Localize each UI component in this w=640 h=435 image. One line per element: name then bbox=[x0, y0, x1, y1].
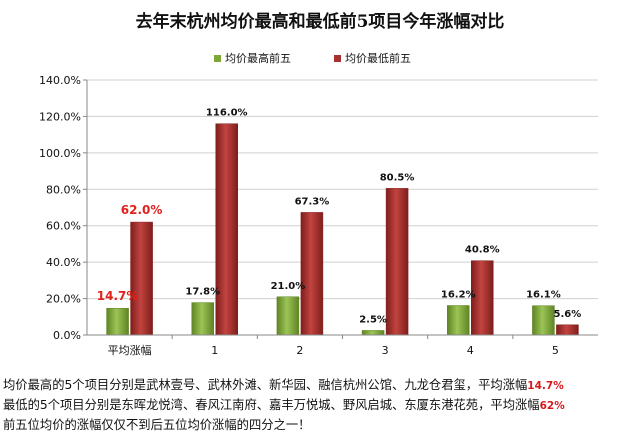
y-tick-label: 100.0% bbox=[39, 147, 81, 160]
bar-0-2 bbox=[276, 296, 300, 336]
caption-line-2-value: 62% bbox=[539, 400, 565, 412]
data-labels: 14.7% 62.0% 17.8% 116.0% 21.0% 67.3% 2.5% 80.5%… bbox=[97, 108, 582, 326]
bar-0-1 bbox=[191, 302, 214, 336]
bar-0-5 bbox=[532, 305, 555, 336]
legend-swatch-0 bbox=[214, 55, 221, 62]
data-label-1-5: 5.6% bbox=[554, 309, 582, 320]
bar-1-3 bbox=[385, 188, 409, 336]
caption-line-1-value: 14.7% bbox=[527, 380, 564, 392]
x-tick-label: 5 bbox=[552, 344, 559, 357]
data-label-1-2: 67.3% bbox=[295, 196, 330, 207]
bars bbox=[106, 123, 579, 336]
chart-title: 去年末杭州均价最高和最低前5项目今年涨幅对比 bbox=[136, 11, 505, 32]
data-label-0-4: 16.2% bbox=[441, 289, 476, 300]
x-tick-label: 3 bbox=[382, 344, 389, 357]
x-tick-label: 4 bbox=[467, 344, 474, 357]
bar-0-3 bbox=[361, 330, 385, 336]
x-tick-label: 平均涨幅 bbox=[108, 344, 152, 357]
caption-line-1-text: 均价最高的5个项目分别是武林壹号、武林外滩、新华园、融信杭州公馆、九龙仓君玺，平… bbox=[3, 378, 528, 392]
y-tick-label: 60.0% bbox=[46, 220, 81, 233]
data-label-1-0: 62.0% bbox=[121, 203, 163, 217]
y-tick-label: 120.0% bbox=[39, 110, 81, 123]
bar-1-5 bbox=[556, 324, 579, 336]
caption-line-2-text: 最低的5个项目分别是东晖龙悦湾、春风江南府、嘉丰万悦城、野风启城、东厦东港花苑，… bbox=[3, 398, 540, 412]
y-tick-label: 80.0% bbox=[46, 183, 81, 196]
data-label-0-5: 16.1% bbox=[526, 290, 561, 301]
data-label-1-4: 40.8% bbox=[465, 245, 500, 256]
gridlines bbox=[87, 79, 598, 300]
legend-label-0: 均价最高前五 bbox=[225, 51, 291, 65]
data-label-0-0: 14.7% bbox=[97, 289, 139, 303]
bar-1-1 bbox=[215, 123, 238, 336]
caption: 均价最高的5个项目分别是武林壹号、武林外滩、新华园、融信杭州公馆、九龙仓君玺，平… bbox=[3, 376, 639, 435]
data-label-0-3: 2.5% bbox=[359, 314, 387, 325]
data-label-1-1: 116.0% bbox=[206, 108, 248, 119]
legend-swatch-1 bbox=[334, 55, 341, 62]
data-label-1-3: 80.5% bbox=[380, 172, 415, 183]
data-label-0-2: 21.0% bbox=[271, 281, 306, 292]
y-tick-label: 40.0% bbox=[46, 256, 81, 269]
y-tick-label: 140.0% bbox=[39, 74, 81, 87]
caption-line-2: 最低的5个项目分别是东晖龙悦湾、春风江南府、嘉丰万悦城、野风启城、东厦东港花苑，… bbox=[3, 396, 639, 416]
bar-chart: 去年末杭州均价最高和最低前5项目今年涨幅对比 均价最高前五 均价最低前五 0.0… bbox=[39, 11, 598, 357]
bar-1-0 bbox=[130, 221, 153, 336]
x-tick-label: 2 bbox=[296, 344, 303, 357]
bar-0-4 bbox=[447, 305, 470, 336]
bar-0-0 bbox=[106, 307, 129, 336]
caption-line-1: 均价最高的5个项目分别是武林壹号、武林外滩、新华园、融信杭州公馆、九龙仓君玺，平… bbox=[3, 376, 639, 396]
legend: 均价最高前五 均价最低前五 bbox=[214, 51, 411, 65]
caption-line-3: 前五位均价的涨幅仅仅不到后五位均价涨幅的四分之一！ bbox=[3, 418, 311, 432]
data-label-0-1: 17.8% bbox=[185, 287, 220, 298]
y-axis: 0.0% 20.0% 40.0% 60.0% 80.0% 100.0% 120.0% 140.… bbox=[39, 74, 88, 342]
bar-1-2 bbox=[300, 212, 324, 336]
x-tick-label: 1 bbox=[211, 344, 218, 357]
x-axis: 平均涨幅 1 2 3 4 5 bbox=[87, 334, 598, 357]
y-tick-label: 0.0% bbox=[53, 329, 81, 342]
y-tick-label: 20.0% bbox=[46, 293, 81, 306]
legend-label-1: 均价最低前五 bbox=[345, 51, 411, 65]
